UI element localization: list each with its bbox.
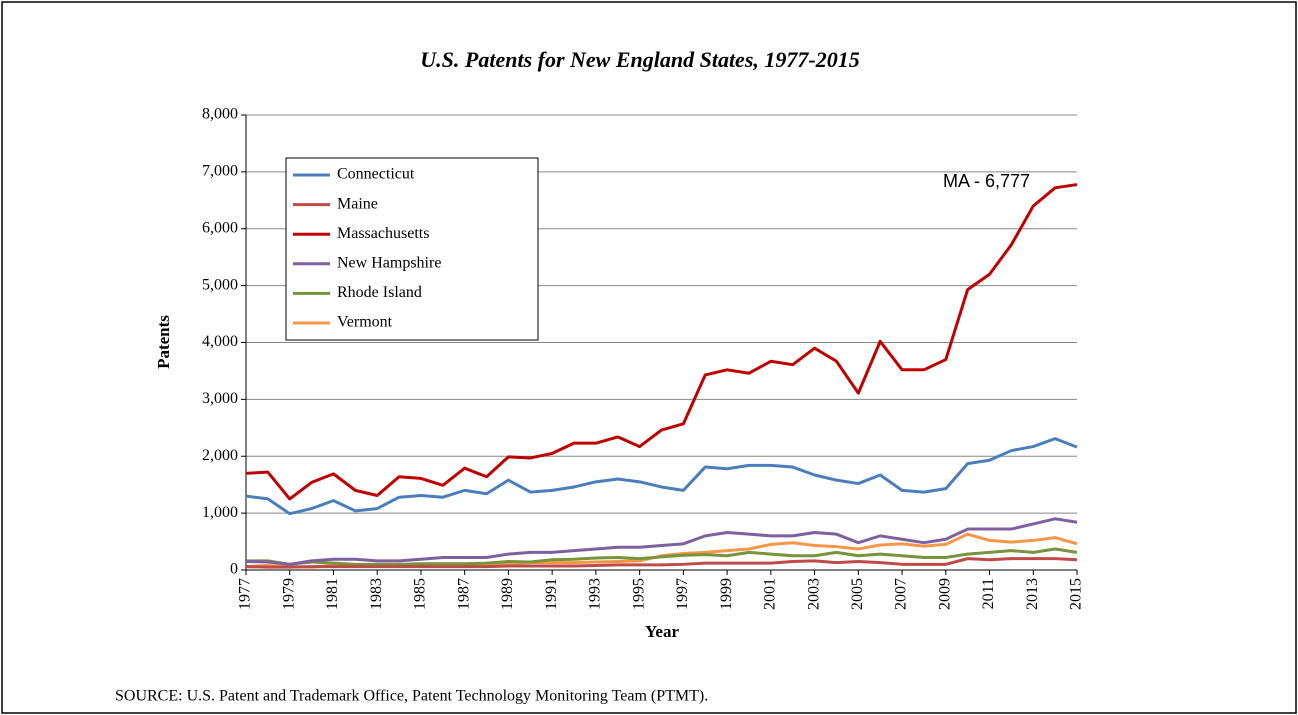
legend-label: New Hampshire [337,254,441,271]
x-tick-label: 1979 [280,578,297,610]
x-tick-label: 2001 [762,578,779,610]
legend-label: Vermont [337,314,393,331]
series-line [246,547,1078,566]
x-tick-label: 2011 [980,578,997,609]
x-tick-label: 1997 [674,578,691,610]
y-tick-label: 1,000 [202,504,238,521]
chart-title: U.S. Patents for New England States, 197… [420,47,859,72]
legend-label: Massachusetts [337,225,429,242]
x-tick-label: 1987 [455,578,472,610]
series-line [245,437,1078,516]
y-axis-label: Patents [154,315,173,369]
legend-label: Maine [337,195,378,212]
x-tick-label: 1999 [718,578,735,610]
series-line [245,557,1078,569]
annotation: MA - 6,777 [943,171,1030,191]
source-note: SOURCE: U.S. Patent and Trademark Office… [115,688,708,705]
x-tick-label: 2009 [936,578,953,610]
x-tick-label: 2003 [805,578,822,610]
y-tick-label: 0 [230,561,238,578]
x-tick-label: 2013 [1024,578,1041,610]
x-tick-label: 1989 [499,578,516,610]
x-tick-label: 1993 [587,578,604,610]
legend-label: Connecticut [337,166,415,183]
y-tick-label: 8,000 [202,106,238,123]
x-tick-label: 1977 [237,578,254,610]
series-line [245,517,1078,566]
y-tick-label: 7,000 [202,163,238,180]
y-tick-label: 5,000 [202,276,238,293]
legend-box [285,157,539,341]
x-tick-label: 1985 [412,578,429,610]
x-tick-label: 1991 [543,578,560,610]
y-tick-label: 4,000 [202,333,238,350]
x-tick-label: 1995 [630,578,647,610]
x-tick-label: 1981 [324,578,341,610]
x-tick-label: 2007 [893,578,910,610]
x-tick-label: 2005 [849,578,866,610]
x-axis-label: Year [645,622,679,641]
x-tick-label: 1983 [368,578,385,610]
y-tick-label: 6,000 [202,219,238,236]
y-tick-label: 3,000 [202,390,238,407]
y-tick-label: 2,000 [202,447,238,464]
x-tick-label: 2015 [1068,578,1085,610]
series-line [245,183,1078,501]
legend-label: Rhode Island [337,284,422,301]
